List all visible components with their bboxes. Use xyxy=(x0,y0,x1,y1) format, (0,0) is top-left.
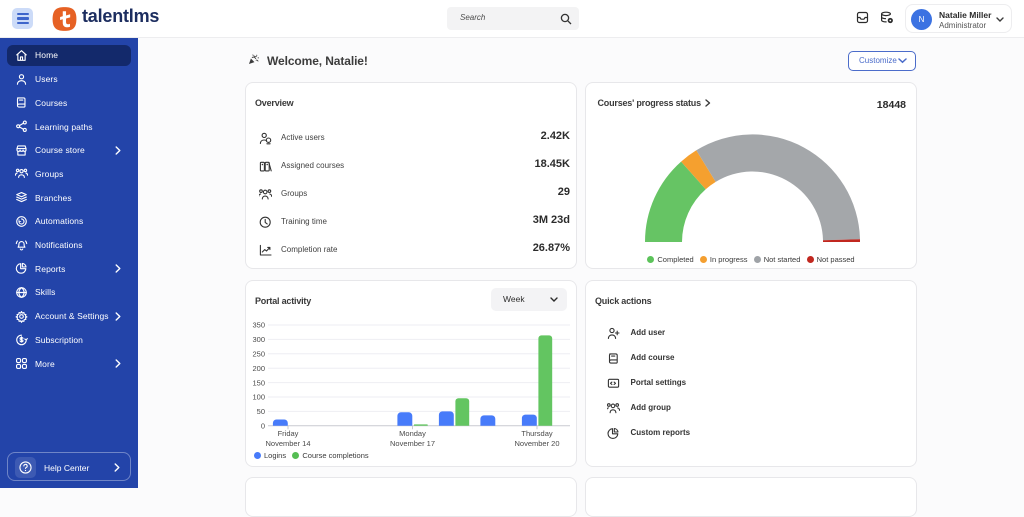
svg-text:350: 350 xyxy=(252,321,265,330)
svg-text:Friday: Friday xyxy=(278,429,299,438)
svg-text:Thursday: Thursday xyxy=(521,429,553,438)
svg-text:November 20: November 20 xyxy=(514,439,559,448)
svg-text:200: 200 xyxy=(252,364,265,373)
svg-text:150: 150 xyxy=(252,378,265,387)
svg-text:250: 250 xyxy=(252,350,265,359)
svg-text:November 17: November 17 xyxy=(390,439,435,448)
svg-text:Monday: Monday xyxy=(399,429,426,438)
svg-text:0: 0 xyxy=(261,422,265,431)
svg-text:300: 300 xyxy=(252,335,265,344)
svg-text:100: 100 xyxy=(252,393,265,402)
svg-text:November 14: November 14 xyxy=(265,439,310,448)
svg-text:50: 50 xyxy=(257,407,265,416)
